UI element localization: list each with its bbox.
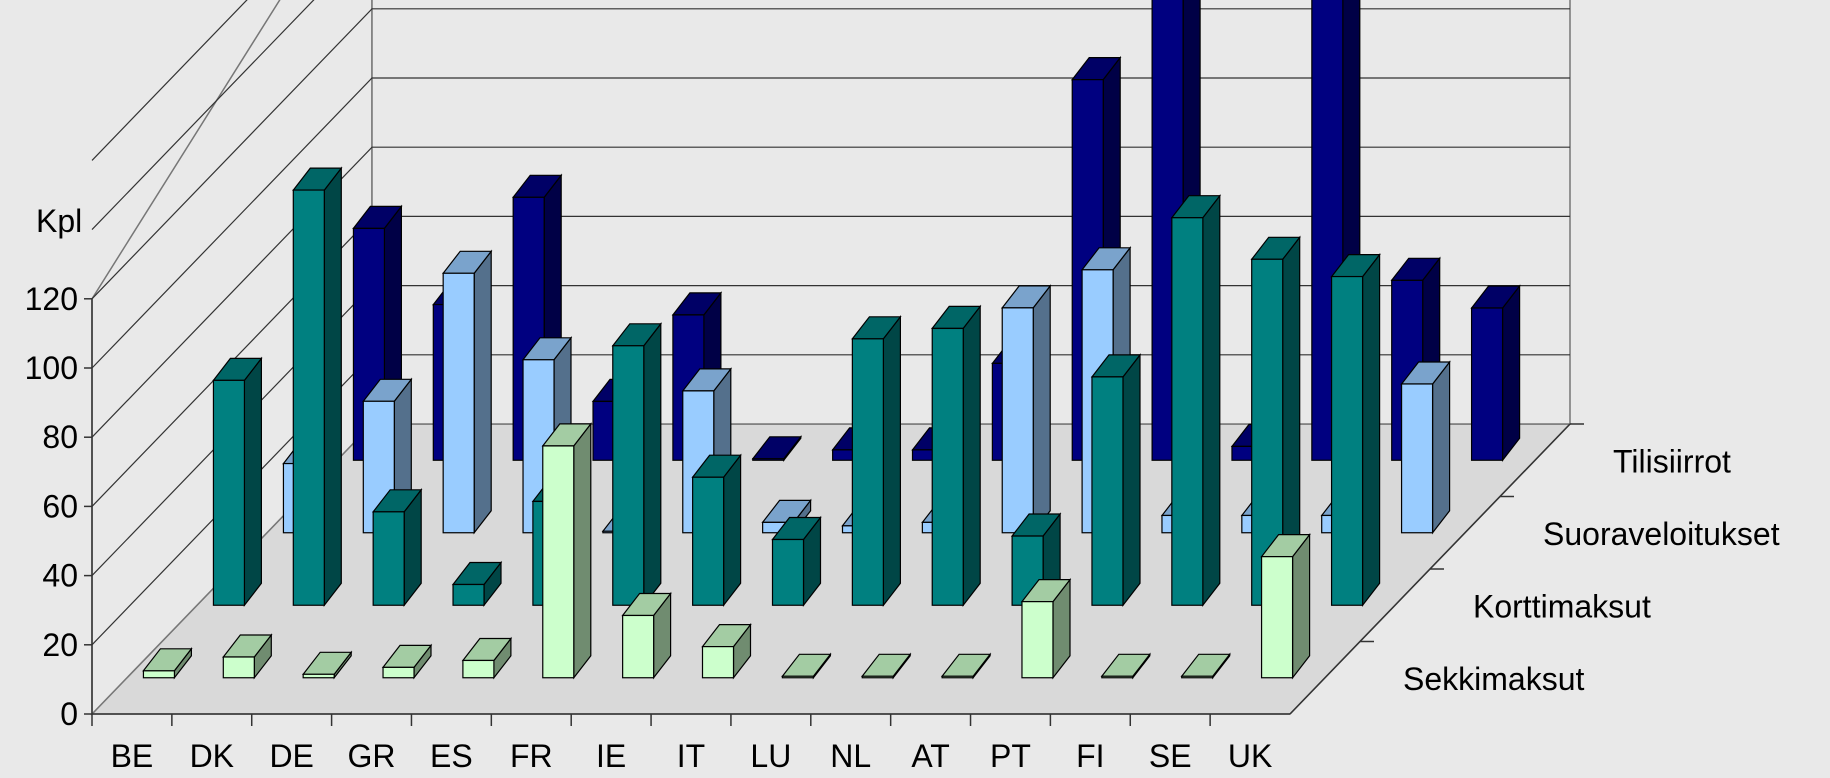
bar-sekkimaksut-de	[301, 650, 353, 680]
bar-suoraveloitukset-nl	[1000, 284, 1052, 535]
bar-korttimaksut-ie	[691, 453, 742, 608]
bar-sekkimaksut-lu	[781, 652, 832, 680]
x-tick-label: IT	[677, 738, 705, 774]
bar-tilisiirrot-uk	[1470, 284, 1521, 463]
bar-korttimaksut-se	[1250, 235, 1301, 608]
series-label: Suoraveloitukset	[1543, 516, 1780, 552]
x-tick-label: IE	[596, 738, 626, 774]
bar-korttimaksut-be	[212, 356, 263, 608]
x-tick-label: SE	[1149, 738, 1192, 774]
bar-korttimaksut-fr	[611, 322, 663, 608]
bar-sekkimaksut-it	[701, 622, 752, 680]
series-label: Sekkimaksut	[1403, 661, 1585, 697]
x-tick-label: FR	[510, 738, 553, 774]
bar-sekkimaksut-dk	[222, 633, 273, 680]
bar-sekkimaksut-pt	[1020, 577, 1072, 680]
x-tick-label: AT	[911, 738, 950, 774]
y-tick-label: 120	[25, 281, 78, 317]
bar-korttimaksut-it	[771, 515, 822, 608]
bar-suoraveloitukset-de	[441, 249, 493, 535]
chart-axes: 0 20 40 60 80 100 120 BE DK DE GR ES FR IE IT LU NL AT PT F…	[25, 281, 1780, 774]
series-label: Korttimaksut	[1473, 588, 1651, 624]
bar-korttimaksut-uk	[1330, 252, 1381, 608]
bar-korttimaksut-nl	[930, 304, 982, 608]
bar-sekkimaksut-at	[940, 652, 992, 680]
x-tick-label: PT	[990, 738, 1031, 774]
gridline	[91, 0, 248, 161]
bar-sekkimaksut-uk	[1260, 532, 1311, 680]
gridline	[91, 0, 315, 231]
bar-korttimaksut-de	[371, 488, 423, 608]
x-tick-label: NL	[830, 738, 871, 774]
x-tick-label: UK	[1228, 738, 1272, 774]
y-tick-label: 20	[42, 627, 78, 663]
y-tick-label: 60	[42, 488, 78, 524]
bar-korttimaksut-pt	[1090, 353, 1142, 608]
x-tick-label: GR	[348, 738, 396, 774]
x-tick-label: FI	[1076, 738, 1104, 774]
bar-sekkimaksut-fr	[541, 422, 593, 680]
bar-sekkimaksut-ie	[621, 591, 672, 680]
y-tick-label: 100	[25, 350, 78, 386]
x-tick-label: ES	[430, 738, 473, 774]
bar-sekkimaksut-es	[461, 636, 513, 680]
x-tick-label: DE	[269, 738, 313, 774]
bar-sekkimaksut-se	[1180, 652, 1231, 680]
bar-sekkimaksut-gr	[381, 643, 433, 680]
series-label: Tilisiirrot	[1613, 443, 1731, 479]
x-tick-label: BE	[111, 738, 154, 774]
x-tick-label: LU	[750, 738, 791, 774]
y-tick-label: 80	[42, 419, 78, 455]
bar-korttimaksut-gr	[451, 560, 503, 608]
y-axis-label: Kpl	[36, 203, 82, 239]
bar-sekkimaksut-fi	[1100, 652, 1152, 680]
bar-korttimaksut-lu	[851, 315, 902, 608]
chart-bars	[142, 0, 1521, 680]
bar-sekkimaksut-be	[142, 647, 193, 680]
x-tick-label: DK	[190, 738, 234, 774]
bar-korttimaksut-fi	[1170, 193, 1222, 608]
y-tick-label: 0	[60, 696, 78, 732]
bar-korttimaksut-dk	[292, 166, 343, 608]
bar-tilisiirrot-fr	[751, 435, 803, 463]
bar-suoraveloitukset-uk	[1400, 360, 1451, 535]
bar-sekkimaksut-nl	[860, 652, 912, 680]
y-tick-label: 40	[42, 558, 78, 594]
